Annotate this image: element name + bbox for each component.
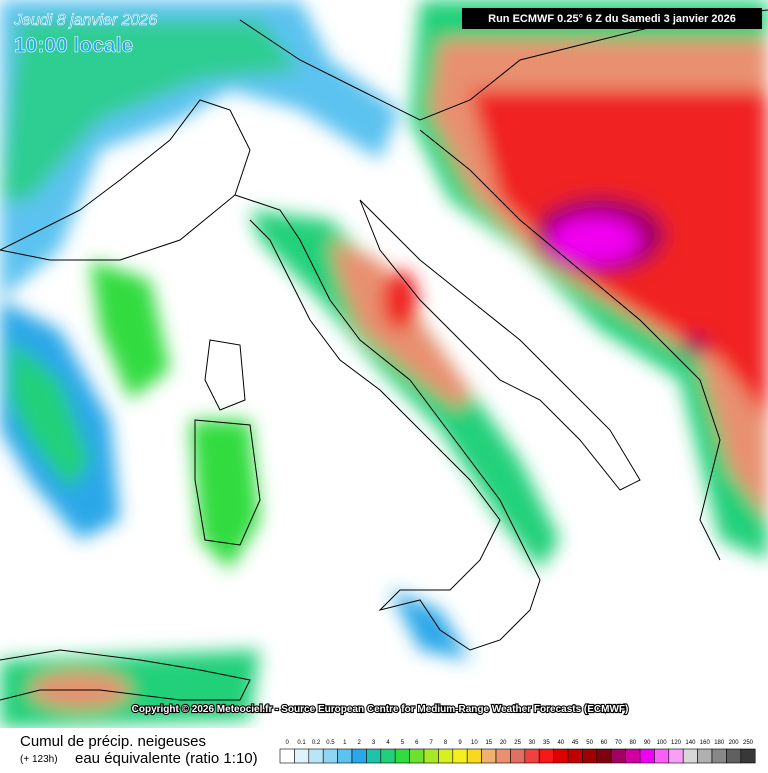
legend-swatch: [366, 748, 382, 764]
legend-label: 2: [358, 740, 362, 746]
legend-lead: (+ 123h): [20, 754, 58, 765]
legend-swatch: [423, 748, 439, 764]
legend-label: 0.2: [312, 740, 321, 746]
legend-swatch: [438, 748, 454, 764]
legend-label: 6: [415, 740, 419, 746]
legend-label: 0.5: [326, 740, 335, 746]
legend-swatch: [740, 748, 756, 764]
legend-label: 70: [615, 740, 622, 746]
legend-swatch: [726, 748, 742, 764]
legend-swatch: [308, 748, 324, 764]
legend-label: 20: [500, 740, 507, 746]
legend-label: 15: [485, 740, 492, 746]
legend-swatch: [668, 748, 684, 764]
copyright: Copyright © 2026 Meteociel.fr - Source E…: [132, 704, 629, 715]
legend-label: 7: [430, 740, 434, 746]
legend-label: 250: [743, 740, 754, 746]
legend-label: 10: [471, 740, 478, 746]
legend-swatch: [654, 748, 670, 764]
legend-swatch: [682, 748, 698, 764]
legend-swatch: [567, 748, 583, 764]
legend-swatch: [322, 748, 338, 764]
legend-swatch: [279, 748, 295, 764]
legend-label: 25: [514, 740, 521, 746]
legend-label: 0: [286, 740, 290, 746]
legend-label: 180: [714, 740, 725, 746]
legend-swatch: [538, 748, 554, 764]
legend-label: 140: [685, 740, 696, 746]
legend-label: 80: [629, 740, 636, 746]
legend-scale: 0 0.1 0.2 0.5 1 2 3 4 5 6 7 8 9 10 15 20 25 30 35 40 45 50 60 7…: [279, 740, 756, 764]
legend-label: 60: [601, 740, 608, 746]
legend-swatch: [294, 748, 310, 764]
legend-subtitle: eau équivalente (ratio 1:10): [75, 750, 258, 767]
coastlines: [0, 9, 768, 701]
legend-label: 4: [386, 740, 390, 746]
legend-label: 5: [401, 740, 405, 746]
legend-swatch: [380, 748, 396, 764]
legend-swatch: [510, 748, 526, 764]
legend-label: 1: [343, 740, 347, 746]
legend-swatch: [524, 748, 540, 764]
legend-label: 9: [458, 740, 462, 746]
legend-title: Cumul de précip. neigeuses: [20, 733, 206, 750]
legend-swatch: [625, 748, 641, 764]
legend-label: 45: [572, 740, 579, 746]
time-label: 10:00 locale: [14, 34, 133, 57]
precip-field: [0, 0, 768, 728]
legend-label: 0.1: [297, 740, 306, 746]
legend-swatch: [697, 748, 713, 764]
run-banner: [462, 8, 762, 29]
legend-swatch: [394, 748, 410, 764]
legend-label: 100: [657, 740, 668, 746]
legend-label: 8: [444, 740, 448, 746]
legend-swatch: [452, 748, 468, 764]
legend-swatch: [351, 748, 367, 764]
legend-swatch: [711, 748, 727, 764]
legend-label: 40: [557, 740, 564, 746]
legend-swatch: [466, 748, 482, 764]
legend-swatch: [495, 748, 511, 764]
legend-label: 120: [671, 740, 682, 746]
run-label: Run ECMWF 0.25° 6 Z du Samedi 3 janvier …: [488, 13, 736, 25]
legend-label: 200: [729, 740, 740, 746]
legend-label: 35: [543, 740, 550, 746]
legend-label: 160: [700, 740, 711, 746]
legend-swatch: [337, 748, 353, 764]
legend-swatch: [409, 748, 425, 764]
legend-swatch: [610, 748, 626, 764]
legend-swatch: [553, 748, 569, 764]
legend-swatch: [582, 748, 598, 764]
legend-swatch: [596, 748, 612, 764]
date-label: Jeudi 8 janvier 2026: [13, 12, 157, 29]
legend-swatch: [481, 748, 497, 764]
legend-swatch: [639, 748, 655, 764]
legend-label: 3: [372, 740, 376, 746]
legend-label: 30: [529, 740, 536, 746]
legend-label: 50: [586, 740, 593, 746]
legend-label: 90: [644, 740, 651, 746]
